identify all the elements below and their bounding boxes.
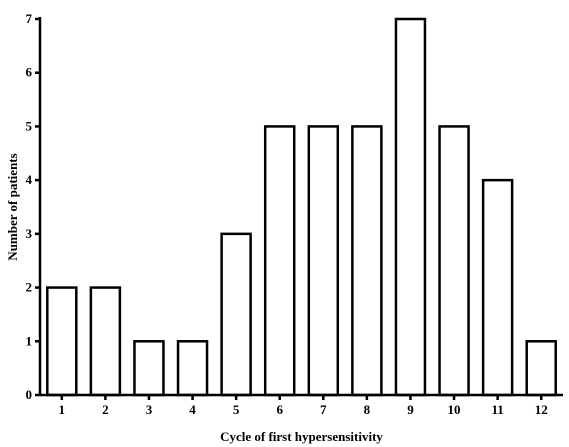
y-tick-label-3: 3 bbox=[26, 226, 33, 241]
x-tick-label-3: 3 bbox=[146, 402, 153, 417]
x-tick-label-4: 4 bbox=[189, 402, 196, 417]
x-tick-label-5: 5 bbox=[233, 402, 240, 417]
x-tick-label-6: 6 bbox=[276, 402, 283, 417]
x-tick-label-12: 12 bbox=[535, 402, 548, 417]
bar-4 bbox=[176, 340, 209, 397]
bar-9 bbox=[394, 17, 427, 397]
bar-5 bbox=[220, 232, 252, 397]
x-tick-label-9: 9 bbox=[407, 402, 414, 417]
bar-2 bbox=[89, 286, 122, 397]
y-axis-title: Number of patients bbox=[5, 153, 20, 260]
y-ticks-group: 0 1 2 3 4 5 6 7 bbox=[26, 11, 40, 402]
y-tick-label-4: 4 bbox=[26, 172, 33, 187]
bars-group bbox=[46, 17, 557, 397]
x-tick-label-10: 10 bbox=[448, 402, 461, 417]
bar-11 bbox=[481, 178, 514, 397]
x-axis-title: Cycle of first hypersensitivity bbox=[220, 429, 383, 444]
bar-6 bbox=[263, 125, 296, 397]
bar-3 bbox=[133, 340, 165, 397]
bar-1 bbox=[46, 286, 78, 397]
bar-8 bbox=[351, 125, 383, 397]
x-ticks-group: 1 2 3 4 5 6 7 8 9 10 11 12 bbox=[59, 395, 548, 417]
y-tick-label-7: 7 bbox=[26, 11, 33, 26]
bar-12 bbox=[525, 340, 557, 397]
x-tick-label-7: 7 bbox=[320, 402, 327, 417]
x-tick-label-1: 1 bbox=[59, 402, 66, 417]
y-tick-label-5: 5 bbox=[26, 118, 33, 133]
y-tick-label-6: 6 bbox=[26, 65, 33, 80]
y-tick-label-2: 2 bbox=[26, 280, 33, 295]
y-tick-label-1: 1 bbox=[26, 333, 33, 348]
bar-10 bbox=[438, 125, 470, 397]
x-tick-label-2: 2 bbox=[102, 402, 109, 417]
x-tick-label-8: 8 bbox=[364, 402, 371, 417]
y-tick-label-0: 0 bbox=[26, 387, 33, 402]
bar-7 bbox=[307, 125, 340, 397]
x-tick-label-11: 11 bbox=[491, 402, 503, 417]
